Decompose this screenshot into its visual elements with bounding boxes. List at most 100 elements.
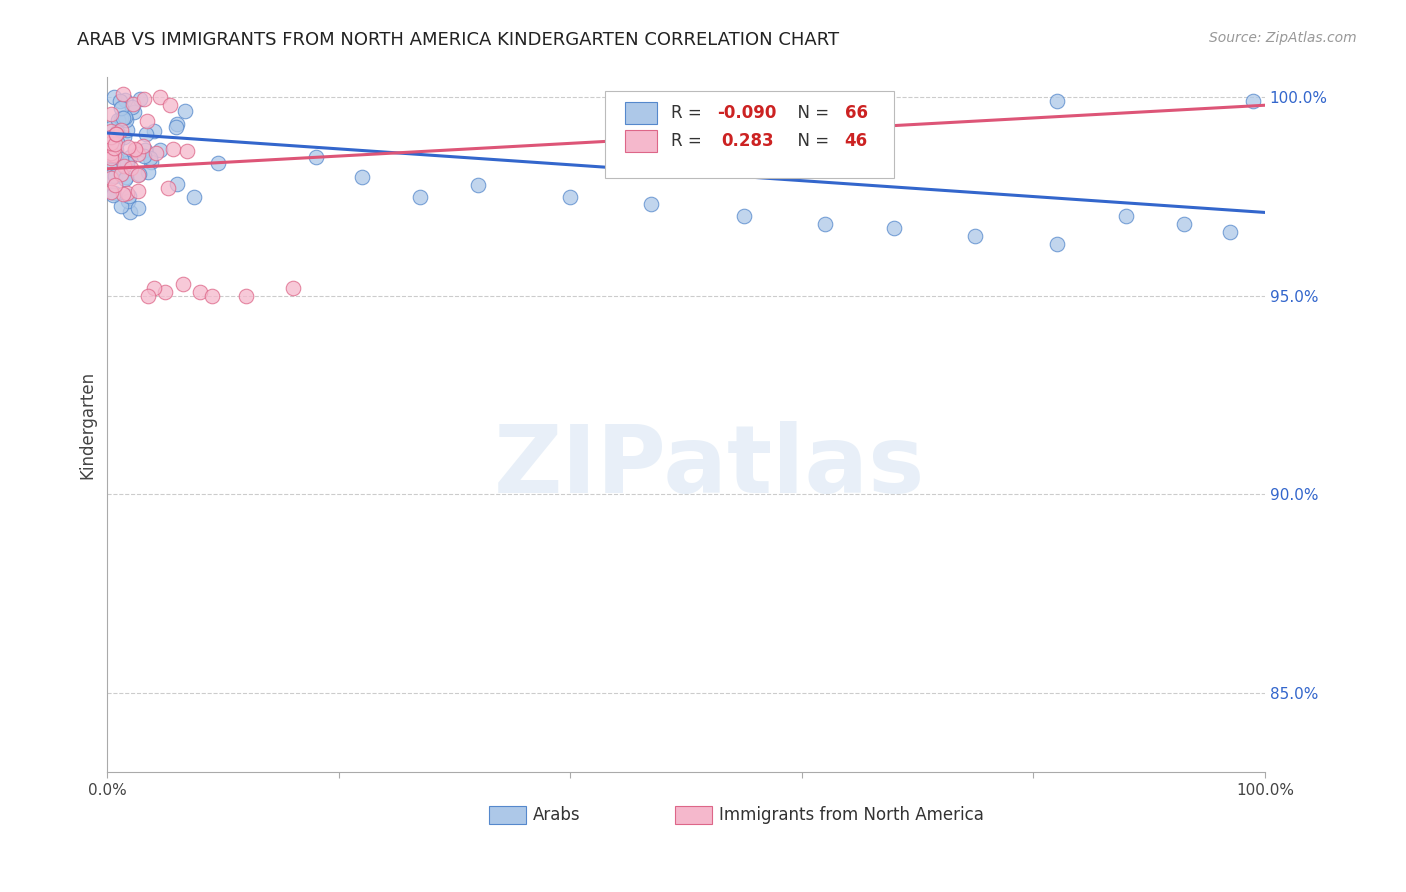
- Point: [115, 156, 138, 170]
- FancyBboxPatch shape: [675, 806, 711, 823]
- Point: [135, 127, 157, 141]
- Point: [100, 185, 122, 199]
- Point: [103, 186, 125, 200]
- Point: [166, 178, 188, 192]
- Text: ZIPatlas: ZIPatlas: [494, 420, 925, 513]
- Point: [1115, 210, 1137, 224]
- Point: [176, 144, 198, 158]
- Point: [156, 181, 179, 195]
- Point: [115, 186, 138, 200]
- Point: [965, 229, 987, 244]
- Point: [1241, 95, 1264, 109]
- Point: [103, 141, 125, 155]
- FancyBboxPatch shape: [624, 129, 657, 152]
- Point: [114, 110, 136, 124]
- Point: [112, 87, 135, 101]
- Point: [103, 148, 125, 162]
- Point: [100, 130, 122, 145]
- Point: [814, 218, 837, 232]
- Point: [105, 143, 128, 157]
- Point: [121, 97, 143, 112]
- Point: [110, 167, 132, 181]
- Point: [101, 188, 124, 202]
- Point: [132, 92, 155, 106]
- Point: [100, 124, 122, 138]
- Point: [409, 189, 432, 203]
- Point: [100, 169, 122, 183]
- Text: N =: N =: [787, 103, 834, 122]
- Point: [141, 154, 163, 169]
- Point: [136, 114, 159, 128]
- Point: [166, 117, 188, 131]
- Point: [100, 120, 122, 135]
- Point: [100, 106, 122, 120]
- Point: [640, 197, 662, 211]
- Point: [100, 171, 122, 186]
- Point: [104, 178, 127, 192]
- Point: [149, 143, 172, 157]
- Point: [149, 90, 172, 104]
- Point: [134, 149, 156, 163]
- Point: [110, 123, 132, 137]
- Point: [110, 101, 132, 115]
- Point: [139, 151, 162, 165]
- Text: 46: 46: [845, 132, 868, 150]
- Point: [100, 151, 122, 165]
- Point: [121, 100, 143, 114]
- Point: [350, 169, 373, 184]
- Text: -0.090: -0.090: [717, 103, 776, 122]
- Point: [115, 113, 138, 128]
- Point: [107, 112, 129, 127]
- Point: [114, 172, 136, 186]
- Point: [136, 164, 159, 178]
- Point: [100, 149, 122, 163]
- Point: [142, 281, 165, 295]
- Y-axis label: Kindergarten: Kindergarten: [79, 371, 96, 479]
- Point: [117, 122, 139, 136]
- Point: [124, 143, 146, 157]
- Text: 66: 66: [845, 103, 868, 122]
- Point: [127, 168, 149, 182]
- Point: [235, 289, 257, 303]
- Text: N =: N =: [787, 132, 834, 150]
- Point: [172, 277, 194, 291]
- Point: [143, 124, 166, 138]
- Point: [1045, 95, 1067, 109]
- Point: [136, 289, 159, 303]
- Point: [883, 221, 905, 235]
- Point: [127, 146, 149, 161]
- Point: [129, 92, 152, 106]
- Point: [103, 137, 125, 152]
- Text: R =: R =: [671, 132, 713, 150]
- Text: 0.283: 0.283: [721, 132, 773, 150]
- Point: [118, 189, 141, 203]
- Point: [560, 189, 582, 203]
- Point: [112, 159, 135, 173]
- FancyBboxPatch shape: [605, 91, 894, 178]
- Point: [131, 138, 153, 153]
- Point: [134, 143, 156, 157]
- Point: [200, 289, 222, 303]
- Point: [155, 285, 177, 299]
- Point: [120, 161, 142, 175]
- Point: [165, 120, 187, 134]
- Point: [162, 142, 184, 156]
- Point: [104, 169, 127, 183]
- Point: [1219, 225, 1241, 239]
- Point: [111, 186, 134, 201]
- Point: [467, 178, 489, 192]
- Point: [1173, 218, 1195, 232]
- Point: [103, 90, 125, 104]
- Point: [100, 145, 122, 160]
- Text: R =: R =: [671, 103, 707, 122]
- Point: [207, 156, 229, 170]
- Point: [1045, 237, 1067, 252]
- Point: [120, 150, 142, 164]
- Point: [100, 147, 122, 161]
- Point: [114, 93, 136, 107]
- Point: [108, 94, 131, 108]
- Point: [105, 135, 128, 149]
- Point: [105, 125, 128, 139]
- Point: [281, 281, 304, 295]
- Point: [124, 142, 146, 156]
